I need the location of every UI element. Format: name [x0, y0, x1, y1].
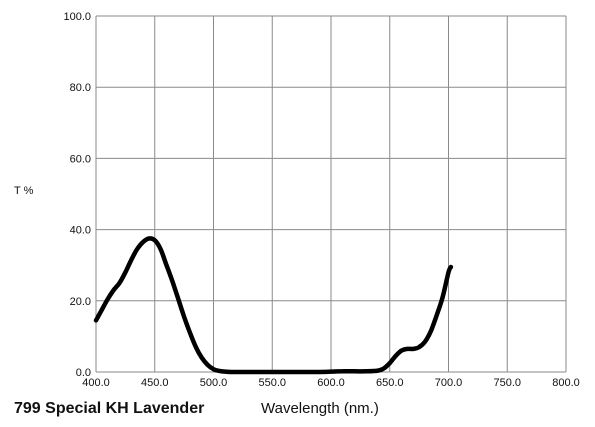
grid	[95, 15, 567, 373]
x-tick-label: 600.0	[317, 377, 345, 389]
x-tick-label: 700.0	[435, 377, 463, 389]
y-axis-label: T %	[14, 185, 34, 197]
x-tick-label: 550.0	[258, 377, 286, 389]
transmission-curve	[93, 236, 454, 375]
y-tick-label: 40.0	[70, 225, 91, 237]
y-tick-label: 60.0	[70, 153, 91, 165]
x-tick-label: 400.0	[82, 377, 110, 389]
x-tick-label: 800.0	[552, 377, 580, 389]
x-axis-label: Wavelength (nm.)	[261, 400, 379, 417]
x-tick-label: 450.0	[141, 377, 169, 389]
y-tick-label: 100.0	[63, 11, 91, 23]
y-tick-label: 80.0	[70, 82, 91, 94]
tick-labels: 400.0 450.0 500.0 550.0 600.0 650.0 700.0 750.0…	[63, 11, 579, 389]
x-tick-label: 500.0	[200, 377, 228, 389]
x-tick-label: 650.0	[376, 377, 404, 389]
y-tick-label: 20.0	[70, 296, 91, 308]
x-tick-label: 750.0	[493, 377, 521, 389]
y-tick-label: 0.0	[76, 367, 91, 379]
filter-name: 799 Special KH Lavender	[14, 400, 204, 417]
